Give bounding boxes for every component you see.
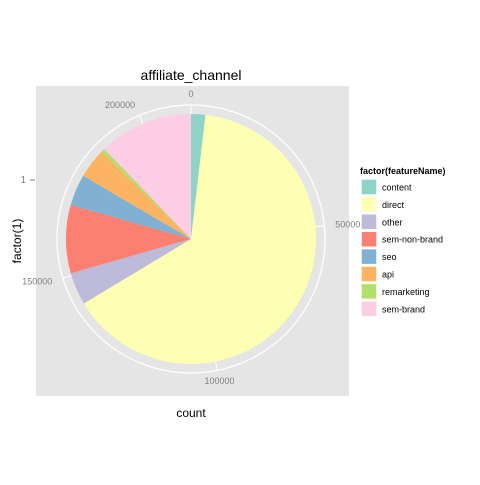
legend-swatch-other bbox=[361, 214, 377, 230]
pie-slice-direct bbox=[83, 114, 317, 364]
radial-tick-labels: 0 50000 100000 150000 200000 bbox=[22, 89, 360, 386]
legend: factor(featureName) content direct other se… bbox=[360, 166, 446, 317]
legend-label-seo: seo bbox=[382, 252, 397, 262]
legend-swatch-seo bbox=[361, 248, 377, 265]
radial-tick-label: 100000 bbox=[204, 376, 234, 386]
pie-slice-content bbox=[191, 113, 206, 239]
legend-title: factor(featureName) bbox=[360, 166, 446, 176]
radial-tick-label: 150000 bbox=[22, 276, 52, 286]
x-axis-label: count bbox=[176, 406, 206, 420]
legend-swatch-remarketing bbox=[361, 283, 377, 300]
pie-slice-api bbox=[83, 151, 191, 239]
legend-swatch-sem-brand bbox=[361, 301, 377, 317]
legend-label-other: other bbox=[382, 217, 403, 227]
legend-items: content direct other sem-non-brand seo api rem… bbox=[361, 179, 443, 317]
legend-label-sem-non-brand: sem-non-brand bbox=[382, 235, 443, 245]
y-tick-label: 1 bbox=[20, 175, 26, 186]
legend-swatch-sem-non-brand bbox=[361, 231, 377, 247]
radial-tick-label: 50000 bbox=[335, 220, 360, 230]
pie-slices bbox=[66, 113, 317, 364]
y-axis-label: factor(1) bbox=[10, 219, 24, 264]
legend-swatch-content bbox=[361, 179, 377, 195]
radial-tick-label: 0 bbox=[188, 89, 193, 99]
legend-label-remarketing: remarketing bbox=[382, 287, 430, 297]
legend-label-api: api bbox=[382, 270, 394, 280]
radial-tick-label: 200000 bbox=[105, 100, 135, 110]
pie-slice-remarketing bbox=[101, 148, 191, 239]
pie-slice-other bbox=[70, 239, 191, 304]
legend-swatch-api bbox=[361, 266, 377, 282]
chart-title: affiliate_channel bbox=[141, 67, 242, 83]
legend-swatch-direct bbox=[361, 196, 377, 213]
pie-slice-sem-non-brand bbox=[66, 204, 191, 274]
legend-label-content: content bbox=[382, 183, 412, 193]
pie-slice-seo bbox=[70, 175, 191, 239]
legend-label-direct: direct bbox=[382, 200, 405, 210]
legend-label-sem-brand: sem-brand bbox=[382, 304, 425, 314]
pie-slice-sem-brand bbox=[104, 114, 191, 239]
